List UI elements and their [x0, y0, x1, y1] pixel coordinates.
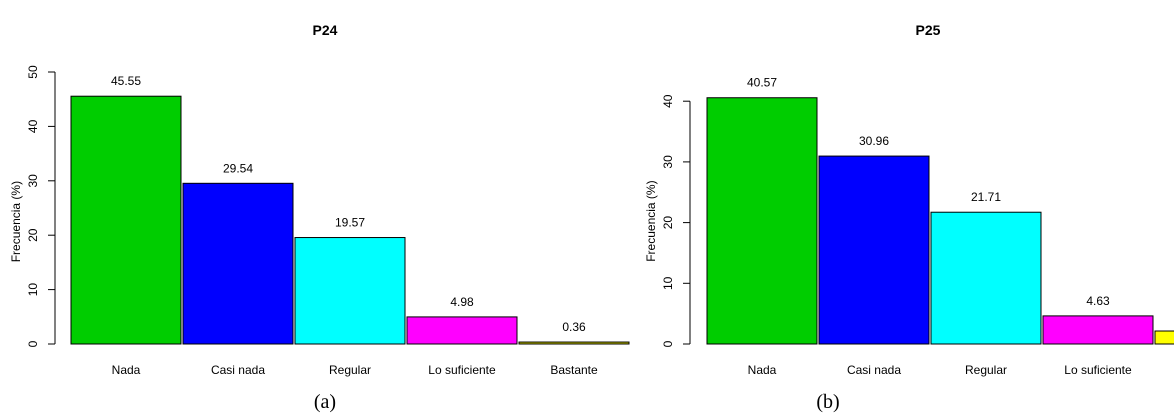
y-tick-label: 30: [661, 155, 675, 169]
subfigure-label: (a): [314, 391, 336, 413]
y-tick-label: 40: [661, 94, 675, 108]
bar-bastante: [518, 341, 630, 345]
chart-title: P24: [313, 22, 338, 38]
y-tick-label: 0: [661, 340, 675, 347]
x-tick-label: Nada: [112, 363, 141, 377]
y-tick-label: 20: [661, 216, 675, 230]
bar-regular: [294, 237, 406, 345]
data-label: 0.36: [562, 320, 586, 334]
y-tick-label: 0: [26, 340, 40, 347]
bar-bastante: [1154, 330, 1174, 345]
x-tick-label: Casi nada: [211, 363, 265, 377]
bar-nada: [70, 95, 182, 345]
data-label: 4.98: [450, 295, 474, 309]
chart-p25: P25 Frecuencia (%) (b) 0 10 20 30 40 40.57 Nad…: [644, 22, 1174, 413]
y-axis-label: Frecuencia (%): [644, 180, 658, 261]
bar-lo-suficiente: [1042, 315, 1154, 345]
x-tick-label: Lo suficiente: [428, 363, 496, 377]
x-tick-label: Casi nada: [847, 363, 901, 377]
y-tick-label: 10: [26, 283, 40, 297]
data-label: 40.57: [747, 76, 777, 90]
x-tick-label: Regular: [329, 363, 371, 377]
x-tick-label: Bastante: [550, 363, 598, 377]
y-tick-label: 30: [26, 174, 40, 188]
bar-regular: [930, 211, 1042, 345]
bar-lo-suficiente: [406, 316, 518, 345]
data-label: 45.55: [111, 74, 141, 88]
y-tick-label: 20: [26, 228, 40, 242]
y-tick-label: 40: [26, 119, 40, 133]
data-label: 4.63: [1086, 294, 1110, 308]
data-label: 29.54: [223, 161, 253, 175]
chart-title: P25: [916, 22, 941, 38]
y-axis-label: Frecuencia (%): [9, 181, 23, 262]
data-label: 19.57: [335, 216, 365, 230]
chart-p24: P24 Frecuencia (%) (a) 0 10 20 30 40 50 45.55 N…: [9, 22, 630, 413]
y-tick-label: 50: [26, 65, 40, 79]
subfigure-label: (b): [816, 391, 839, 413]
data-label: 30.96: [859, 134, 889, 148]
x-tick-label: Nada: [748, 363, 777, 377]
x-tick-label: Regular: [965, 363, 1007, 377]
x-tick-label: Lo suficiente: [1064, 363, 1132, 377]
data-label: 21.71: [971, 190, 1001, 204]
bar-casi-nada: [818, 155, 930, 345]
y-tick-label: 10: [661, 276, 675, 290]
bar-nada: [706, 97, 818, 345]
bar-casi-nada: [182, 182, 294, 345]
